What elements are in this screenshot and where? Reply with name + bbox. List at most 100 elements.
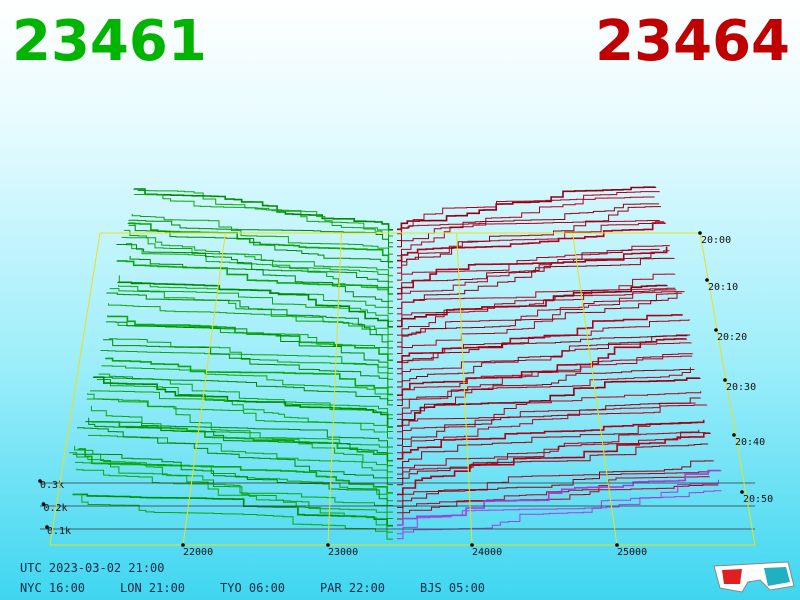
price-dot [615, 543, 619, 547]
depth-line [77, 448, 393, 494]
price-label: 23000 [328, 547, 358, 558]
depth-line [397, 397, 701, 446]
depth-line [121, 236, 393, 277]
price-grid [572, 232, 618, 546]
zone-time: BJS 05:00 [420, 581, 485, 595]
zone-time: PAR 22:00 [320, 581, 385, 595]
time-dot [740, 490, 744, 494]
depth-line [105, 357, 393, 396]
depth-line [397, 191, 660, 241]
depth-line [397, 402, 696, 433]
time-dot [732, 433, 736, 437]
depth-line [77, 427, 393, 486]
depth-line [397, 471, 710, 502]
depth-line [106, 292, 393, 349]
price-label: 24000 [472, 547, 502, 558]
depth-line [117, 322, 393, 355]
depth-line [397, 284, 668, 328]
depth-line [397, 355, 693, 415]
depth-line [397, 248, 660, 290]
depth-rows [69, 186, 722, 540]
depth-line [397, 432, 706, 479]
time-label: 20:50 [743, 494, 773, 505]
depth-line [397, 334, 691, 388]
time-dot [705, 278, 709, 282]
depth-line [90, 390, 393, 432]
depth-line [86, 398, 393, 439]
floor-left [49, 232, 101, 546]
depth-line [108, 303, 393, 342]
depth-line [73, 494, 393, 540]
depth-line [69, 452, 393, 533]
depth-line [397, 490, 722, 535]
depth-line [92, 376, 393, 428]
time-label: 20:40 [735, 437, 765, 448]
price-dot [470, 543, 474, 547]
depth-line [397, 291, 685, 354]
depth-line [128, 219, 393, 248]
price-label: 25000 [617, 547, 647, 558]
depth-line [397, 404, 708, 454]
zone-time: LON 21:00 [120, 581, 185, 595]
depth-line [127, 222, 393, 263]
bid-price: 23461 [12, 9, 207, 74]
time-label: 20:20 [717, 332, 747, 343]
depth-line [397, 353, 693, 401]
depth-dot [41, 502, 46, 506]
depth-dot [38, 479, 42, 483]
depth-line [397, 196, 655, 235]
ask-price: 23464 [595, 9, 790, 74]
depth-line [397, 367, 691, 420]
depth-line [87, 393, 393, 473]
zone-time: NYC 16:00 [20, 581, 85, 595]
depth-line [88, 434, 393, 479]
depth-line [100, 350, 393, 380]
price-grid [327, 232, 342, 546]
depth-line [116, 260, 393, 295]
depth-line [74, 445, 393, 519]
depth-line [397, 443, 709, 486]
depth-line [129, 255, 393, 288]
time-label: 20:10 [708, 282, 738, 293]
depth-line [107, 315, 393, 362]
depth-line [72, 453, 393, 506]
depth-dot [45, 525, 49, 529]
depth-line [397, 221, 665, 274]
price-label: 22000 [183, 547, 213, 558]
depth-line [397, 206, 661, 269]
depth-line [128, 224, 393, 269]
zone-time: TYO 06:00 [220, 581, 285, 595]
floor-right [699, 232, 756, 546]
depth-line [397, 220, 660, 257]
time-dot [714, 328, 718, 332]
utc-time: UTC 2023-03-02 21:00 [20, 561, 165, 575]
depth-line [88, 417, 393, 467]
grid: 0.3k0.2k0.1k2200023000240002500020:0020:… [38, 231, 773, 558]
depth-line [72, 493, 393, 527]
depth-line [131, 213, 393, 255]
time-dot [698, 231, 702, 235]
depth-line [397, 377, 701, 427]
depth-label: 0.1k [47, 526, 71, 537]
depth-line [85, 421, 393, 448]
depth-line [125, 243, 393, 302]
depth-line [106, 321, 393, 369]
price-dot [326, 543, 330, 547]
depth-line [397, 257, 675, 309]
depth-line [133, 188, 393, 231]
depth-line [90, 405, 393, 454]
depth-line [397, 186, 657, 231]
depth-line [76, 468, 393, 513]
depth-label: 0.3k [40, 480, 64, 491]
depth-line [397, 484, 719, 520]
time-label: 20:00 [701, 235, 731, 246]
depth-line [91, 421, 393, 462]
glasses-icon [713, 561, 795, 593]
depth-line [397, 476, 710, 514]
depth-line [397, 391, 702, 440]
depth-line [133, 194, 393, 244]
price-grid [182, 232, 226, 546]
depth-line [397, 421, 697, 469]
time-dot [723, 378, 727, 382]
